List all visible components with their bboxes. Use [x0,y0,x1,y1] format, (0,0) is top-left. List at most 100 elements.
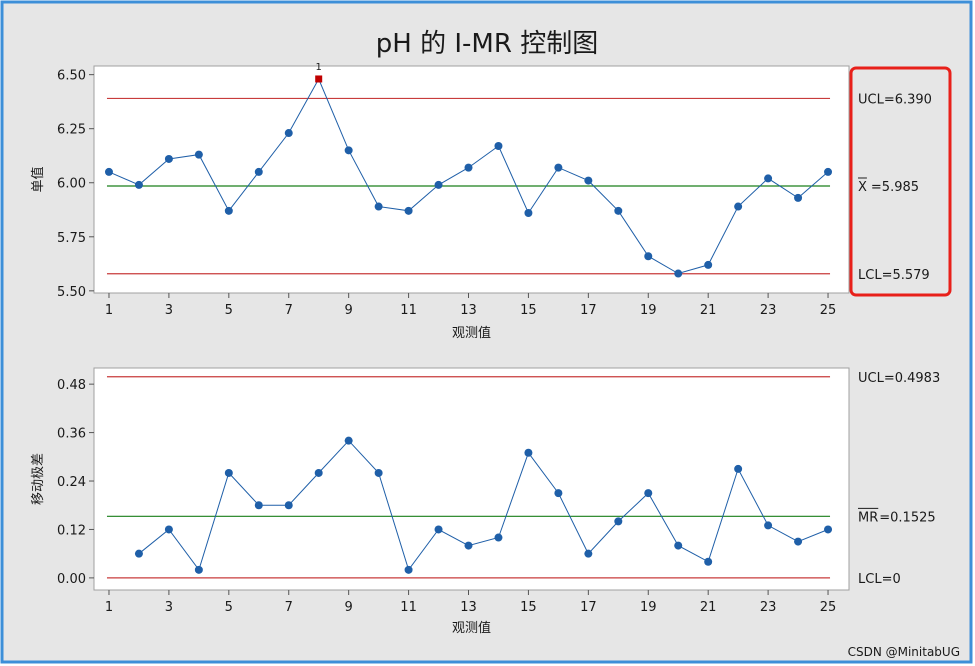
data-point [464,541,473,550]
x-tick-label: 17 [580,303,597,318]
data-point [764,521,773,530]
data-point [704,557,713,566]
data-point [794,193,803,202]
center-symbol: X [858,180,867,195]
x-tick-label: 7 [285,303,293,318]
data-point [464,163,473,172]
data-point [764,174,773,183]
data-point [404,206,413,215]
data-point [284,501,293,510]
flag-label: 1 [316,62,322,73]
data-point [134,549,143,558]
data-point [164,154,173,163]
x-tick-label: 13 [460,600,477,615]
data-point [674,541,683,550]
center-label: =0.1525 [879,510,935,525]
data-point [254,501,263,510]
plot-area [93,65,850,294]
data-point [374,202,383,211]
x-tick-label: 15 [520,303,537,318]
data-point [434,180,443,189]
x-axis-label: 观测值 [452,620,491,636]
x-tick-label: 19 [640,600,657,615]
data-point [224,206,233,215]
y-tick-label: 0.12 [57,523,86,538]
data-point [644,252,653,261]
series-line [138,439,829,571]
y-axis-label: 单值 [30,166,46,192]
data-point [434,525,443,534]
data-point [224,468,233,477]
x-tick-label: 11 [400,600,417,615]
data-point [284,129,293,138]
data-point [194,565,203,574]
y-tick-label: 0.00 [57,572,86,587]
data-point [734,464,743,473]
data-point [614,206,623,215]
data-point [404,565,413,574]
data-point [374,468,383,477]
ucl-label: UCL=6.390 [858,92,932,107]
data-point [554,489,563,498]
data-point [314,468,323,477]
ucl-label: UCL=0.4983 [858,371,940,386]
x-tick-label: 9 [345,303,353,318]
x-tick-label: 25 [820,600,837,615]
y-tick-label: 0.48 [57,378,86,393]
data-point [584,176,593,185]
data-point [494,141,503,150]
watermark-text: CSDN @MinitabUG [848,645,960,659]
x-tick-label: 9 [345,600,353,615]
y-tick-label: 6.25 [57,123,86,138]
data-point [134,180,143,189]
x-tick-label: 3 [165,303,173,318]
y-tick-label: 6.50 [57,69,86,84]
x-axis-label: 观测值 [452,325,491,341]
data-point [494,533,503,542]
x-tick-label: 7 [285,600,293,615]
x-tick-label: 1 [105,600,113,615]
y-tick-label: 6.00 [57,177,86,192]
data-point [674,269,683,278]
x-tick-label: 3 [165,600,173,615]
data-point [524,209,533,218]
y-axis-label: 移动极差 [31,453,46,505]
x-tick-label: 13 [460,303,477,318]
data-point [194,150,203,159]
data-point [824,167,833,176]
data-point [344,436,353,445]
y-tick-label: 0.36 [57,427,86,442]
highlight-box [849,66,952,297]
data-point [644,489,653,498]
x-tick-label: 15 [520,600,537,615]
x-tick-label: 23 [760,303,777,318]
x-tick-label: 5 [225,600,233,615]
y-tick-label: 5.75 [57,231,86,246]
x-tick-label: 21 [700,600,717,615]
data-point [824,525,833,534]
center-label: =5.985 [871,180,919,195]
individuals-chart: 5.505.756.006.256.501 3 5 7 9 11 13 15 17 19 21 23 2… [30,62,952,341]
plot-area [93,367,850,591]
chart-title: pH 的 I-MR 控制图 [376,29,598,59]
moving-range-chart: 0.000.120.240.360.481 3 5 7 9 11 13 15 17 19 21 23 2… [31,367,940,636]
flagged-point [315,75,323,83]
data-point [704,260,713,269]
data-point [554,163,563,172]
data-point [104,167,113,176]
data-point [794,537,803,546]
x-tick-label: 19 [640,303,657,318]
data-point [254,167,263,176]
x-tick-label: 1 [105,303,113,318]
y-tick-label: 0.24 [57,475,86,490]
lcl-label: LCL=5.579 [858,268,930,283]
lcl-label: LCL=0 [858,572,901,587]
data-point [614,517,623,526]
data-point [584,549,593,558]
x-tick-label: 23 [760,600,777,615]
data-point [734,202,743,211]
x-tick-label: 17 [580,600,597,615]
x-tick-label: 5 [225,303,233,318]
data-point [344,146,353,155]
